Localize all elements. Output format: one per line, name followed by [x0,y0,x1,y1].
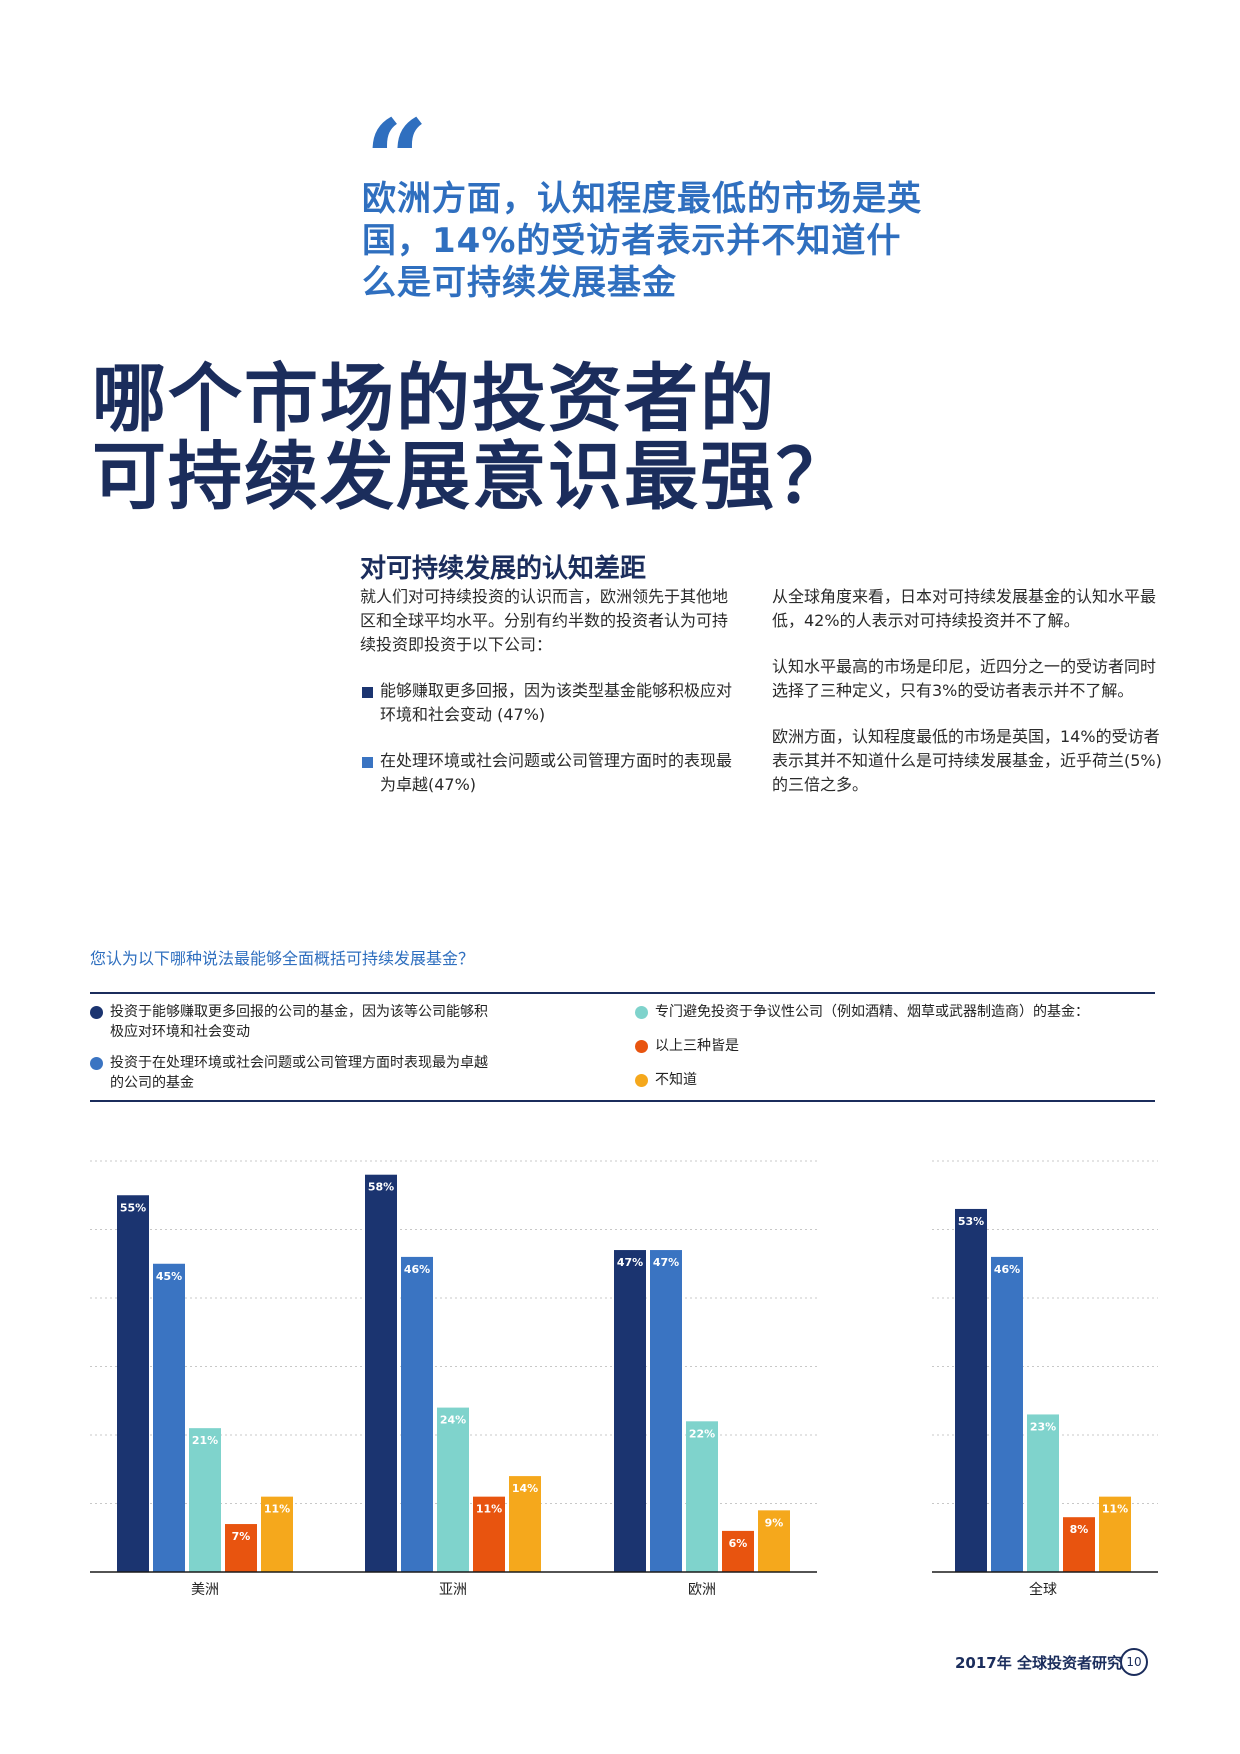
bar-value-label: 47% [617,1256,643,1269]
bar-value-label: 46% [994,1263,1020,1276]
category-label: 欧洲 [688,1582,716,1598]
bar-value-label: 47% [653,1256,679,1269]
bar [686,1421,718,1572]
legend-item: 不知道 [635,1070,697,1090]
category-label: 全球 [1029,1581,1057,1598]
bar-value-label: 58% [368,1181,394,1194]
legend-item: 投资于在处理环境或社会问题或公司管理方面时表现最为卓越的公司的基金 [90,1053,490,1093]
bar [437,1407,469,1572]
legend-dot-icon [635,1074,648,1087]
bar [153,1263,185,1572]
right-paragraph: 从全球角度来看，日本对可持续发展基金的认知水平最低，42%的人表示对可持续投资并… [772,587,1157,630]
square-bullet-icon [362,757,373,768]
bar [722,1530,754,1572]
bar [225,1524,257,1572]
page-title: 哪个市场的投资者的 可持续发展意识最强？ [92,360,1092,516]
right-column: 从全球角度来看，日本对可持续发展基金的认知水平最低，42%的人表示对可持续投资并… [772,585,1162,819]
page-number: 10 [1120,1648,1148,1676]
bar [955,1208,987,1572]
legend-item: 以上三种皆是 [635,1036,739,1056]
chart-title: 您认为以下哪种说法最能够全面概括可持续发展基金？ [90,949,475,968]
bullet-text: 能够赚取更多回报，因为该类型基金能够积极应对环境和社会变动 (47%) [380,681,733,724]
legend-label: 投资于能够赚取更多回报的公司的基金，因为该等公司能够积极应对环境和社会变动 [110,1004,488,1040]
legend-dot-icon [90,1057,103,1070]
left-column: 就人们对可持续投资的认识而言，欧洲领先于其他地区和全球平均水平。分别有约半数的投… [360,585,740,819]
bar [365,1174,397,1572]
bar [1063,1517,1095,1572]
bar-value-label: 14% [512,1482,538,1495]
bar [758,1510,790,1572]
legend-label: 投资于在处理环境或社会问题或公司管理方面时表现最为卓越的公司的基金 [110,1055,488,1091]
footer-text: 2017年 全球投资者研究 [955,1654,1122,1672]
category-label: 亚洲 [439,1582,467,1598]
bar [117,1195,149,1572]
legend-label: 专门避免投资于争议性公司（例如酒精、烟草或武器制造商）的基金： [655,1004,1089,1020]
page-title-line-1: 哪个市场的投资者的 [92,356,776,442]
bar [1099,1496,1131,1572]
bar [991,1256,1023,1572]
bar-value-label: 8% [1070,1523,1089,1536]
bar [473,1496,505,1572]
bar-value-label: 23% [1030,1420,1056,1433]
bar-value-label: 11% [1102,1503,1128,1516]
legend-dot-icon [90,1006,103,1019]
bar-value-label: 46% [404,1263,430,1276]
right-paragraph: 认知水平最高的市场是印尼，近四分之一的受访者同时选择了三种定义，只有3%的受访者… [772,657,1157,700]
legend-item: 专门避免投资于争议性公司（例如酒精、烟草或武器制造商）的基金： [635,1002,1175,1022]
bar-value-label: 11% [476,1503,502,1516]
bar-value-label: 6% [729,1537,748,1550]
quote-mark: “ [365,95,429,224]
left-intro: 就人们对可持续投资的认识而言，欧洲领先于其他地区和全球平均水平。分别有约半数的投… [360,587,729,654]
page-title-line-2: 可持续发展意识最强？ [92,434,852,520]
bar-value-label: 22% [689,1427,715,1440]
bar-value-label: 24% [440,1414,466,1427]
bar-chart: 55% 45% 21% 7% 11% 美洲 58% 46% 24% 11% 14% 亚洲 47% 47% 2… [90,1160,1158,1598]
right-paragraph: 欧洲方面，认知程度最低的市场是英国，14%的受访者表示其并不知道什么是可持续发展… [772,727,1162,794]
bar-value-label: 21% [192,1434,218,1447]
bar-value-label: 55% [120,1201,146,1214]
legend-label: 不知道 [655,1072,697,1088]
bullet-item: 在处理环境或社会问题或公司管理方面时的表现最为卓越(47%) [360,749,740,797]
bar [1027,1414,1059,1572]
legend-dot-icon [635,1040,648,1053]
legend-top-divider [90,992,1155,994]
bar [401,1256,433,1572]
legend-label: 以上三种皆是 [655,1038,739,1054]
bar [189,1428,221,1572]
category-label: 美洲 [191,1582,219,1598]
bullet-text: 在处理环境或社会问题或公司管理方面时的表现最为卓越(47%) [380,751,733,794]
bar [650,1250,682,1572]
square-bullet-icon [362,687,373,698]
bar-value-label: 45% [156,1270,182,1283]
bar-value-label: 9% [765,1516,784,1529]
bar-value-label: 7% [232,1530,251,1543]
bar-value-label: 53% [958,1215,984,1228]
bar [261,1496,293,1572]
legend-item: 投资于能够赚取更多回报的公司的基金，因为该等公司能够积极应对环境和社会变动 [90,1002,490,1042]
legend-dot-icon [635,1006,648,1019]
section-title: 对可持续发展的认知差距 [360,554,647,584]
bar [614,1250,646,1572]
bullet-item: 能够赚取更多回报，因为该类型基金能够积极应对环境和社会变动 (47%) [360,679,740,727]
bar-value-label: 11% [264,1503,290,1516]
legend-bottom-divider [90,1100,1155,1102]
bar [509,1476,541,1572]
pull-quote: 欧洲方面，认知程度最低的市场是英国，14%的受访者表示并不知道什么是可持续发展基… [362,179,922,303]
